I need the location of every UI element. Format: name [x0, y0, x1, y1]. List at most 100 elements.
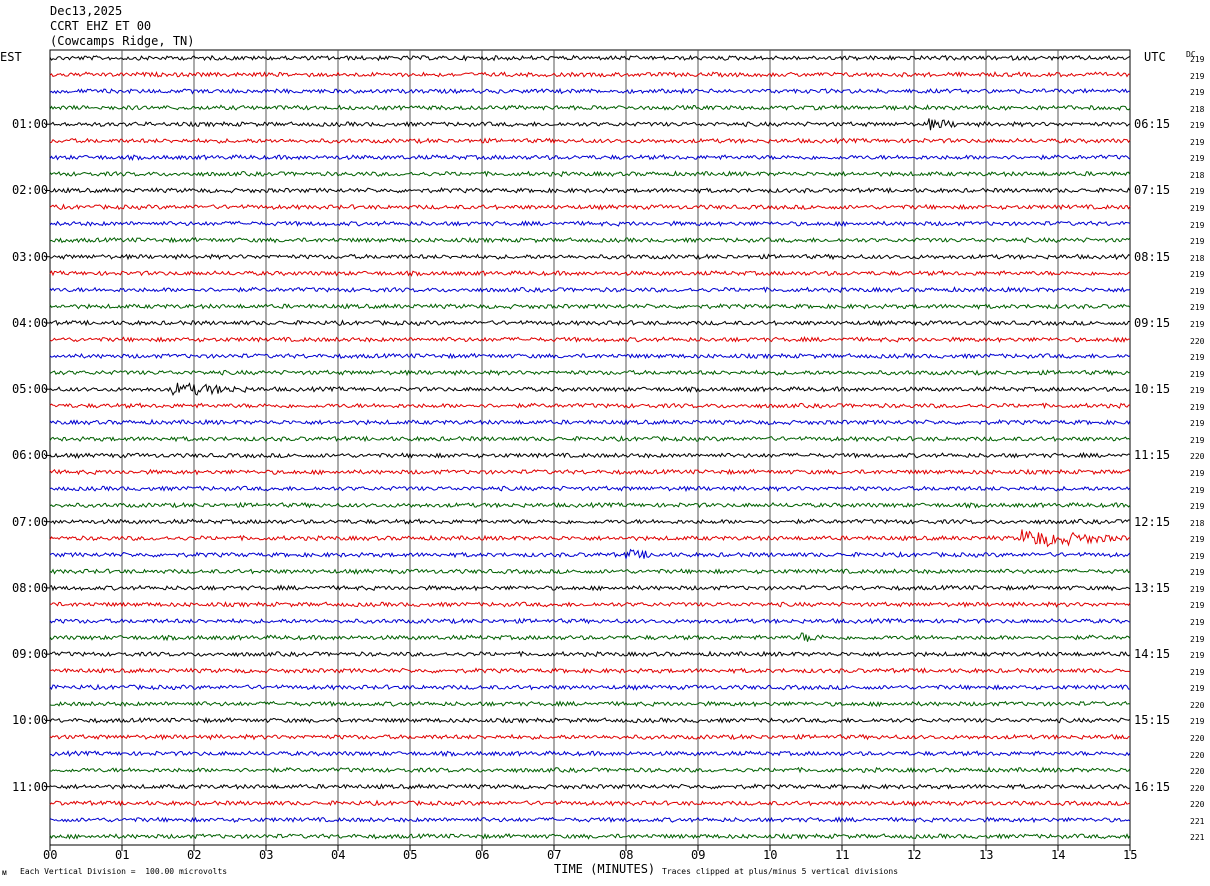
trace-line [49, 485, 1131, 493]
x-tick-label: 07 [547, 848, 562, 862]
right-hour-label: 16:15 [1134, 779, 1171, 794]
x-tick-label: 09 [691, 848, 706, 862]
trace-line [49, 286, 1131, 294]
trace-line [49, 683, 1131, 691]
left-hour-label: 07:00 [12, 514, 49, 529]
dc-value: 220 [1190, 700, 1205, 710]
trace-line [50, 600, 1131, 609]
x-tick-label: 05 [403, 848, 418, 862]
dc-value: 220 [1190, 336, 1205, 346]
trace-line [49, 783, 1131, 791]
trace-line [49, 832, 1131, 840]
trace-line [49, 154, 1131, 162]
scale-note: Each Vertical Division = 100.00 microvol… [20, 867, 228, 876]
trace-line [49, 253, 1131, 261]
left-hour-label: 06:00 [12, 448, 49, 463]
x-tick-label: 08 [619, 848, 634, 862]
dc-value: 219 [1190, 568, 1205, 578]
dc-value: 219 [1190, 485, 1205, 495]
x-tick-label: 12 [907, 848, 922, 862]
dc-value: 219 [1190, 369, 1205, 379]
dc-value: 220 [1190, 750, 1205, 760]
header-date: Dec13,2025 [50, 4, 123, 18]
x-tick-label: 15 [1123, 848, 1138, 862]
clip-note: Traces clipped at plus/minus 5 vertical … [662, 867, 899, 876]
dc-value: 219 [1190, 187, 1205, 197]
dc-value: 218 [1190, 104, 1205, 114]
right-hour-label: 09:15 [1134, 315, 1171, 330]
dc-value: 219 [1190, 535, 1205, 545]
trace-line [49, 568, 1131, 575]
left-hour-label: 09:00 [12, 647, 49, 662]
dc-value: 219 [1190, 584, 1205, 594]
trace-line [49, 269, 1131, 277]
dc-value: 219 [1190, 154, 1205, 164]
dc-value: 219 [1190, 419, 1205, 429]
trace-line [49, 236, 1131, 244]
trace-line [49, 650, 1131, 658]
right-hour-label: 08:15 [1134, 249, 1171, 264]
left-hour-label: 03:00 [12, 249, 49, 264]
dc-value: 220 [1190, 783, 1205, 793]
trace-line [49, 382, 1131, 396]
trace-line [49, 518, 1131, 525]
dc-value: 219 [1190, 237, 1205, 247]
dc-value: 219 [1190, 220, 1205, 230]
trace-line [49, 451, 1131, 459]
x-tick-label: 00 [43, 848, 58, 862]
plot-frame [49, 49, 1131, 846]
right-hour-label: 10:15 [1134, 382, 1171, 397]
x-tick-label: 01 [115, 848, 130, 862]
trace-line [49, 816, 1131, 824]
trace-line [49, 319, 1131, 327]
dc-value: 219 [1190, 502, 1205, 512]
trace-line [49, 302, 1131, 310]
right-hour-label: 11:15 [1134, 448, 1171, 463]
left-timezone-label: EST [0, 50, 22, 64]
right-timezone-label: UTC [1144, 50, 1166, 64]
trace-line [49, 716, 1131, 724]
trace-line [49, 352, 1131, 360]
dc-value: 219 [1190, 651, 1205, 661]
trace-line [49, 632, 1131, 642]
x-tick-label: 04 [331, 848, 346, 862]
header-location: (Cowcamps Ridge, TN) [50, 34, 195, 48]
dc-value: 218 [1190, 518, 1205, 528]
header-station: CCRT EHZ ET 00 [50, 19, 152, 33]
right-hour-label: 15:15 [1134, 713, 1171, 728]
trace-line [49, 468, 1131, 476]
dc-value: 219 [1190, 402, 1205, 412]
left-hour-label: 11:00 [12, 779, 49, 794]
dc-value: 219 [1190, 618, 1205, 628]
x-tick-label: 02 [187, 848, 202, 862]
dc-value: 219 [1190, 55, 1205, 64]
dc-value: 219 [1190, 684, 1205, 694]
dc-value: 221 [1190, 833, 1205, 843]
trace-line [49, 70, 1131, 78]
right-hour-label: 14:15 [1134, 647, 1171, 662]
left-hour-label: 05:00 [12, 382, 49, 397]
dc-value: 219 [1190, 286, 1205, 296]
trace-line [49, 548, 1131, 559]
dc-value: 219 [1190, 121, 1205, 131]
trace-line [49, 335, 1130, 343]
trace-line [49, 186, 1131, 194]
dc-value: 220 [1190, 767, 1205, 777]
dc-header-label: DC [1186, 50, 1196, 59]
trace-line [49, 104, 1131, 112]
left-hour-label: 04:00 [12, 315, 49, 330]
left-hour-label: 10:00 [12, 713, 49, 728]
trace-line [49, 369, 1131, 377]
dc-value: 220 [1190, 800, 1205, 810]
trace-line [49, 435, 1131, 443]
x-tick-label: 13 [979, 848, 994, 862]
dc-value: 219 [1190, 71, 1205, 81]
dc-value: 219 [1190, 303, 1205, 313]
trace-line [49, 402, 1131, 410]
trace-line [49, 203, 1131, 211]
right-hour-label: 12:15 [1134, 514, 1171, 529]
left-hour-label: 02:00 [12, 183, 49, 198]
trace-line [49, 87, 1131, 95]
trace-line [49, 529, 1131, 548]
right-hour-label: 13:15 [1134, 580, 1171, 595]
